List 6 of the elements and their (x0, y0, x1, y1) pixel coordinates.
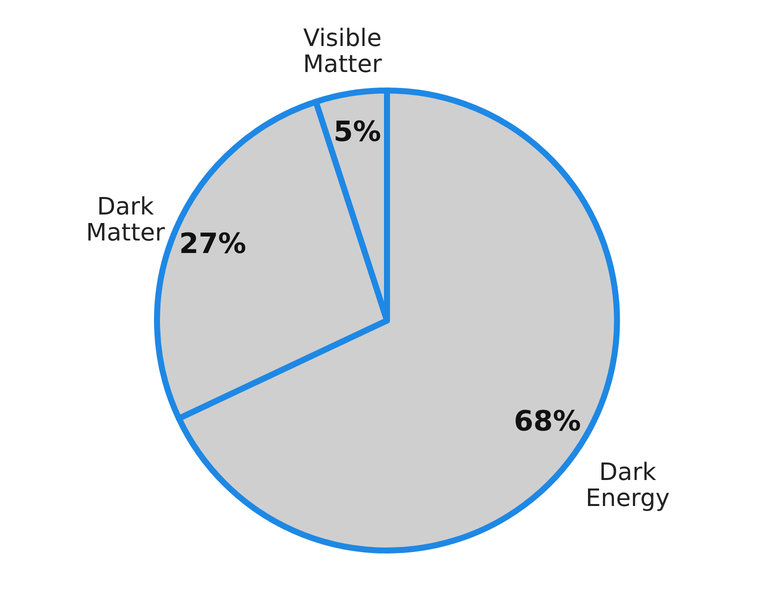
data-label: 27% (179, 227, 246, 260)
slice-label: Visible Matter (302, 24, 382, 78)
slice-label: Dark Matter (86, 192, 165, 246)
slice-label: Dark Energy (586, 458, 670, 512)
data-label: 68% (514, 404, 581, 438)
data-label: 5% (334, 114, 382, 148)
